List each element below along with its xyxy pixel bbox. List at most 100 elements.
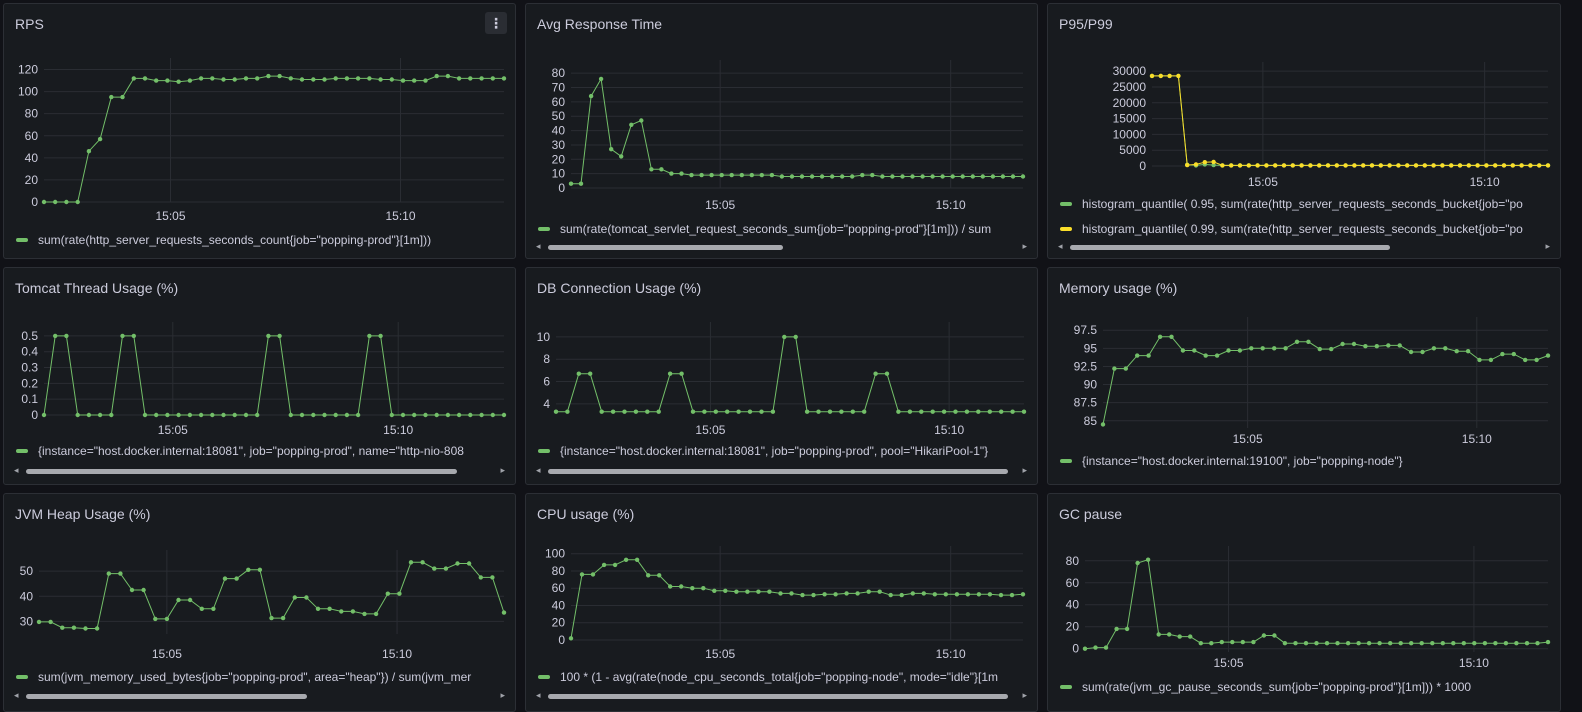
panel-gc[interactable]: GC pause 0 20 40 60 80 15:05 15:10 sum(rate(jvm_… [1047,493,1561,712]
y-tick-label: 50 [20,564,34,578]
data-point [941,409,947,414]
scroll-left-icon[interactable]: ◂ [1058,241,1063,251]
data-point [1294,339,1300,344]
legend-item[interactable]: sum(rate(http_server_requests_seconds_co… [16,231,507,249]
data-point [987,592,993,597]
data-point [142,76,148,81]
panel-cpu[interactable]: CPU usage (%) 0 20 40 60 80 100 15:05 15:10 100 *… [525,493,1038,712]
legend-item[interactable]: {instance="host.docker.internal:18081", … [538,442,1029,460]
data-point [1202,160,1207,165]
data-point [131,333,136,339]
data-point [1545,353,1551,358]
data-point [373,611,379,617]
data-point [1493,163,1498,168]
scroll-left-icon[interactable]: ◂ [536,465,541,475]
data-point [669,171,674,176]
x-tick-label: 15:10 [936,647,966,661]
data-point [322,77,327,82]
legend-scrollbar[interactable]: ◂ ▸ [14,690,505,701]
data-point [367,76,372,81]
data-point [1314,641,1319,646]
legend-scrollbar[interactable]: ◂ ▸ [536,465,1027,476]
scroll-right-icon[interactable]: ▸ [500,465,505,475]
scrollbar-thumb[interactable] [548,245,783,250]
data-point [1156,632,1161,637]
data-point [870,172,875,178]
panel-db[interactable]: DB Connection Usage (%) 4 6 8 10 15:05 15:10 {i… [525,267,1038,485]
legend-scrollbar[interactable]: ◂ ▸ [14,465,505,476]
data-point [1211,159,1216,165]
chart-cpu: 0 20 40 60 80 100 15:05 15:10 [545,546,1026,661]
data-point [759,172,764,178]
data-point [344,76,350,81]
legend-item[interactable]: sum(jvm_memory_used_bytes{job="popping-p… [16,668,507,686]
scrollbar-thumb[interactable] [548,694,1008,699]
scrollbar-thumb[interactable] [1070,245,1390,250]
scroll-right-icon[interactable]: ▸ [500,690,505,700]
legend-item[interactable]: histogram_quantile( 0.95, sum(rate(http_… [1060,195,1552,213]
panel-mem[interactable]: Memory usage (%) 85 87.5 90 92.5 95 97.5 15:05 1… [1047,267,1561,485]
data-point [1299,163,1304,168]
scroll-right-icon[interactable]: ▸ [1022,690,1027,700]
data-point [976,592,982,597]
data-point [1293,641,1298,646]
y-tick-label: 120 [18,63,38,77]
data-point [1482,641,1488,646]
scroll-left-icon[interactable]: ◂ [14,690,19,700]
data-point [799,174,805,179]
data-point [778,591,783,596]
data-point [327,606,332,611]
panel-avg[interactable]: Avg Response Time 0 10 20 30 40 50 60 70 80 15:05 1… [525,3,1038,259]
legend-item[interactable]: sum(rate(jvm_gc_pause_seconds_sum{job="p… [1060,678,1552,696]
y-tick-label: 87.5 [1074,396,1098,410]
scrollbar-thumb[interactable] [26,469,458,474]
y-tick-label: 50 [552,109,566,123]
data-point [198,412,204,418]
data-point [1093,645,1098,650]
data-point [830,174,835,179]
panel-p95[interactable]: P95/P99 0 5000 10000 15000 20000 25000 30000 15:… [1047,3,1561,259]
panel-thread[interactable]: Tomcat Thread Usage (%) 0 0.1 0.2 0.3 0.4 0.5 1… [3,267,516,485]
series-line-0 [1084,559,1549,650]
scroll-right-icon[interactable]: ▸ [1022,241,1027,251]
data-point [199,606,204,611]
y-tick-label: 40 [25,151,39,165]
data-point [408,560,414,565]
data-point [1461,641,1466,646]
data-point [1345,641,1351,646]
data-point [634,557,640,562]
data-point [71,625,77,630]
data-point [860,172,865,178]
legend-scrollbar[interactable]: ◂ ▸ [536,241,1027,252]
legend-scrollbar[interactable]: ◂ ▸ [1058,241,1550,252]
scroll-right-icon[interactable]: ▸ [1022,465,1027,475]
data-point [976,409,981,414]
data-point [1192,348,1197,353]
legend-scrollbar[interactable]: ◂ ▸ [536,690,1027,701]
y-tick-label: 25000 [1113,80,1147,94]
data-point [1209,641,1214,646]
legend-item[interactable]: histogram_quantile( 0.99, sum(rate(http_… [1060,220,1552,238]
data-point [1484,163,1489,168]
scroll-right-icon[interactable]: ▸ [1545,241,1550,251]
scrollbar-thumb[interactable] [26,694,308,699]
legend-item[interactable]: {instance="host.docker.internal:19100", … [1060,452,1552,470]
scrollbar-thumb[interactable] [548,469,1008,474]
data-point [501,412,507,418]
data-point [75,199,80,205]
legend-item[interactable]: 100 * (1 - avg(rate(node_cpu_seconds_tot… [538,668,1029,686]
data-point [280,615,286,621]
data-point [468,412,473,418]
scroll-left-icon[interactable]: ◂ [536,241,541,251]
data-point [478,575,483,580]
legend-item[interactable]: sum(rate(tomcat_servlet_request_seconds_… [538,220,1029,238]
scroll-left-icon[interactable]: ◂ [536,690,541,700]
x-tick-label: 15:05 [152,647,182,661]
panel-heap[interactable]: JVM Heap Usage (%) 30 40 50 15:05 15:10 sum(jv… [3,493,516,712]
data-point [389,412,394,418]
panel-rps[interactable]: RPS ⋮ 0 20 40 60 80 100 120 15:05 15:10 sum(rate(ht… [3,3,516,259]
panel-menu-icon[interactable]: ⋮ [485,12,507,34]
legend-item[interactable]: {instance="host.docker.internal:18081", … [16,442,507,460]
panel-title: Avg Response Time [537,16,663,32]
scroll-left-icon[interactable]: ◂ [14,465,19,475]
